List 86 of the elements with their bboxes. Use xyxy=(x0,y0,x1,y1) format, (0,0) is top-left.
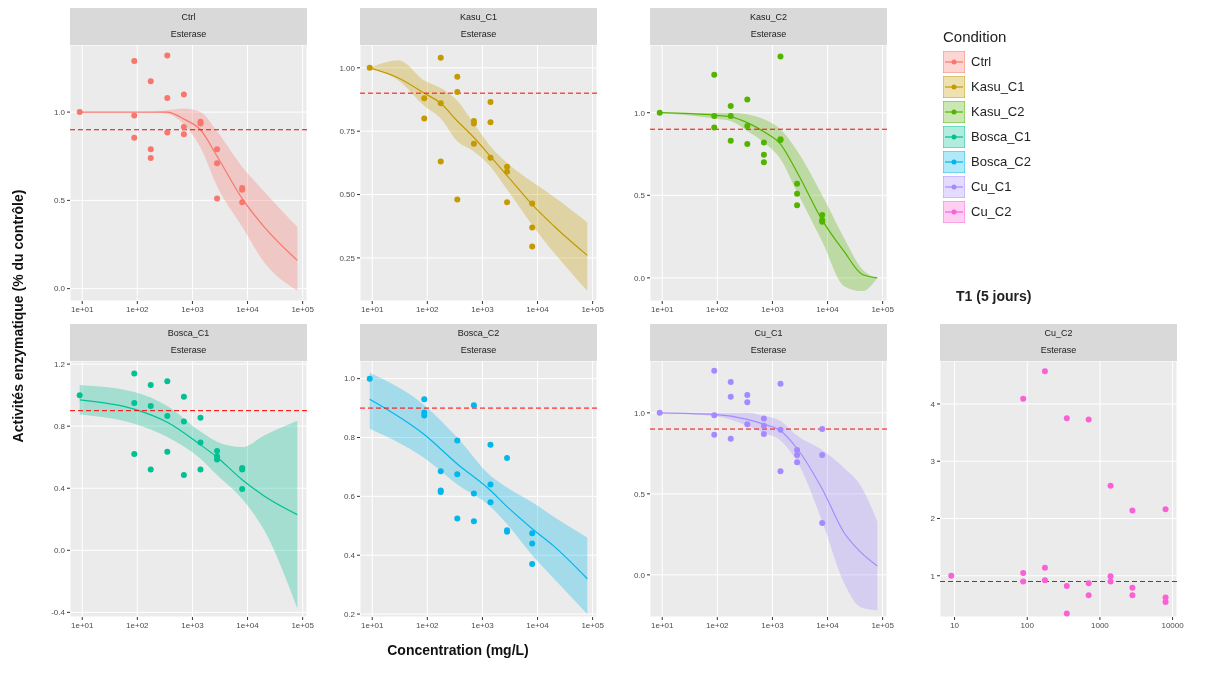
legend-label: Bosca_C1 xyxy=(971,129,1031,144)
x-tick-label: 1e+01 xyxy=(650,304,675,314)
x-tick-label: 1e+02 xyxy=(416,620,440,630)
x-tick-label: 1e+04 xyxy=(236,304,260,314)
y-tick-label: 1.00 xyxy=(339,63,356,73)
x-tick-label: 1e+01 xyxy=(70,304,95,314)
legend-label: Ctrl xyxy=(971,54,992,69)
x-tick-label: 1e+02 xyxy=(706,304,730,314)
chart-subtitle: Esterase xyxy=(169,344,208,357)
y-tick-label: 1.0 xyxy=(633,108,646,118)
y-tick-label: 1.0 xyxy=(53,107,66,117)
chart-subtitle: Esterase xyxy=(459,28,498,41)
y-tick-label: 0.25 xyxy=(339,253,356,263)
chart-title: Kasu_C1 xyxy=(459,11,498,24)
x-tick-label: 1e+04 xyxy=(526,620,550,630)
chart-subtitle: Esterase xyxy=(749,28,788,41)
y-tick-label: 0.8 xyxy=(343,433,356,443)
y-tick-label: 1.0 xyxy=(633,408,646,418)
y-tick-label: 0.5 xyxy=(633,489,646,499)
y-tick-label: 1.2 xyxy=(53,359,66,369)
y-tick-label: 0.5 xyxy=(53,196,66,206)
y-tick-label: 0.75 xyxy=(339,127,356,137)
legend-label: Bosca_C2 xyxy=(971,154,1031,169)
x-tick-label: 1e+05 xyxy=(291,620,315,630)
y-tick-label: 0.0 xyxy=(633,273,646,283)
x-tick-label: 1e+04 xyxy=(816,620,840,630)
x-tick-label: 1e+03 xyxy=(761,304,785,314)
chart-subtitle: Esterase xyxy=(459,344,498,357)
x-tick-label: 1e+03 xyxy=(761,620,785,630)
chart-subtitle: Esterase xyxy=(1039,344,1078,357)
y-tick-label: 0.2 xyxy=(343,609,356,619)
x-tick-label: 100 xyxy=(1020,620,1035,630)
chart-title: Bosca_C1 xyxy=(166,327,211,340)
x-tick-label: 1e+02 xyxy=(706,620,730,630)
x-tick-label: 1e+03 xyxy=(471,620,495,630)
x-tick-label: 1e+02 xyxy=(126,620,150,630)
y-tick-label: 2 xyxy=(930,514,936,524)
legend-label: Cu_C2 xyxy=(971,204,1012,219)
y-tick-label: -0.4 xyxy=(51,608,66,618)
x-tick-label: 1e+05 xyxy=(871,620,895,630)
x-tick-label: 1e+01 xyxy=(650,620,675,630)
x-tick-label: 10000 xyxy=(1161,620,1185,630)
chart-subtitle: Esterase xyxy=(749,344,788,357)
y-axis-title: Activités enzymatique (% du contrôle) xyxy=(10,188,26,445)
y-tick-label: 0.4 xyxy=(53,484,66,494)
x-tick-label: 1e+04 xyxy=(236,620,260,630)
y-tick-label: 0.0 xyxy=(633,570,646,580)
legend-label: Kasu_C2 xyxy=(971,104,1025,119)
legend-label: Cu_C1 xyxy=(971,179,1012,194)
y-tick-label: 0.0 xyxy=(53,284,66,294)
chart-title: Cu_C2 xyxy=(1043,327,1074,340)
x-tick-label: 1e+01 xyxy=(70,620,95,630)
y-tick-label: 0.6 xyxy=(343,492,356,502)
x-tick-label: 1e+05 xyxy=(871,304,895,314)
chart-subtitle: Esterase xyxy=(169,28,208,41)
x-tick-label: 1e+05 xyxy=(581,620,605,630)
y-tick-label: 0.5 xyxy=(633,191,646,201)
chart-title: Bosca_C2 xyxy=(456,327,501,340)
x-tick-label: 1e+03 xyxy=(181,620,205,630)
y-tick-label: 0.50 xyxy=(339,190,356,200)
x-tick-label: 1e+05 xyxy=(581,304,605,314)
chart-title: Ctrl xyxy=(180,11,197,24)
legend-label: Kasu_C1 xyxy=(971,79,1025,94)
x-tick-label: 1e+05 xyxy=(291,304,315,314)
y-tick-label: 0.0 xyxy=(53,546,66,556)
chart-title: Kasu_C2 xyxy=(749,11,788,24)
x-axis-title: Concentration (mg/L) xyxy=(386,642,530,658)
x-tick-label: 1e+01 xyxy=(360,304,385,314)
x-tick-label: 1e+03 xyxy=(471,304,495,314)
text: T1 (5 jours) xyxy=(956,288,1032,304)
x-tick-label: 1e+04 xyxy=(526,304,550,314)
x-tick-label: 1e+02 xyxy=(126,304,150,314)
y-tick-label: 3 xyxy=(930,457,936,467)
y-tick-label: 1.0 xyxy=(343,374,356,384)
y-tick-label: 1 xyxy=(930,571,936,581)
x-tick-label: 10 xyxy=(950,620,960,630)
x-tick-label: 1e+01 xyxy=(360,620,385,630)
x-tick-label: 1000 xyxy=(1091,620,1110,630)
x-tick-label: 1e+04 xyxy=(816,304,840,314)
x-tick-label: 1e+03 xyxy=(181,304,205,314)
y-tick-label: 0.8 xyxy=(53,422,66,431)
x-tick-label: 1e+02 xyxy=(416,304,440,314)
y-tick-label: 4 xyxy=(930,399,936,409)
chart-title: Cu_C1 xyxy=(753,327,784,340)
legend-title: Condition xyxy=(943,28,1008,45)
y-tick-label: 0.4 xyxy=(343,551,356,561)
